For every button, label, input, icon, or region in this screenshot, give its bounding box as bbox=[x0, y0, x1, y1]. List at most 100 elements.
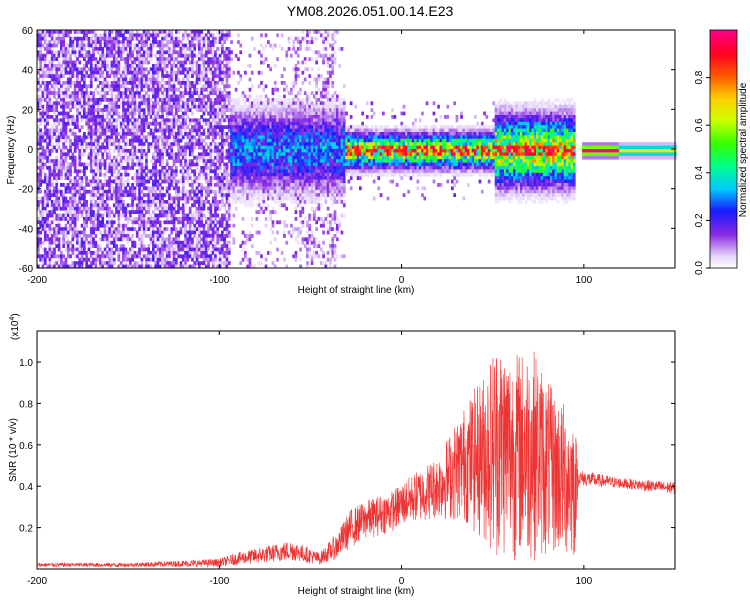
spectrogram-cell bbox=[273, 210, 277, 214]
spectrogram-cell bbox=[232, 142, 236, 146]
spectrogram-cell bbox=[184, 230, 187, 235]
spectrogram-cell bbox=[135, 196, 139, 201]
spectrogram-cell bbox=[188, 196, 192, 201]
spectrogram-cell bbox=[43, 121, 47, 126]
spectrogram-cell bbox=[39, 30, 42, 34]
spectrogram-cell bbox=[227, 223, 231, 228]
spectrogram-cell bbox=[175, 142, 178, 146]
spectrogram-cell bbox=[41, 200, 45, 204]
spectrogram-cell bbox=[271, 189, 275, 194]
spectrogram-cell bbox=[71, 132, 75, 136]
spectrogram-cell bbox=[89, 217, 93, 221]
spectrogram-cell bbox=[234, 152, 238, 157]
spectrogram-cell bbox=[78, 98, 82, 102]
spectrogram-cell bbox=[260, 138, 263, 143]
spectrogram-cell bbox=[188, 183, 192, 187]
spectrogram-cell bbox=[41, 240, 45, 245]
spectrogram-cell bbox=[165, 169, 169, 174]
spectrogram-cell bbox=[165, 237, 169, 242]
spectrogram-cell bbox=[73, 234, 77, 238]
spectrogram-cell bbox=[99, 81, 102, 85]
spectrogram-cell bbox=[140, 247, 144, 252]
spectrogram-cell bbox=[64, 261, 68, 265]
spectrogram-cell bbox=[234, 121, 238, 126]
spectrogram-cell bbox=[165, 193, 169, 197]
spectrogram-cell bbox=[149, 169, 153, 174]
spectrogram-cell bbox=[168, 142, 171, 146]
spectrogram-cell bbox=[221, 104, 224, 109]
spectrogram-cell bbox=[129, 247, 132, 252]
spectrogram-cell bbox=[129, 186, 132, 191]
spectrogram-cell bbox=[244, 125, 247, 129]
spectrogram-cell bbox=[271, 132, 275, 136]
spectrogram-cell bbox=[248, 189, 252, 194]
spectrogram-cell bbox=[158, 244, 162, 248]
spectrogram-cell bbox=[244, 193, 247, 197]
spectrogram-cell bbox=[133, 210, 137, 214]
spectrogram-cell bbox=[117, 43, 121, 48]
spectrogram-cell bbox=[149, 74, 153, 78]
spectrogram-cell bbox=[218, 108, 222, 112]
spectrogram-cell bbox=[227, 74, 231, 78]
spectrogram-cell bbox=[172, 77, 176, 82]
spectrogram-cell bbox=[156, 128, 160, 133]
spectrogram-cell bbox=[37, 227, 40, 231]
spectrogram-cell bbox=[163, 125, 167, 129]
spectrogram-cell bbox=[257, 142, 261, 146]
spectrogram-cell bbox=[267, 183, 270, 187]
spectrogram-cell bbox=[267, 152, 270, 157]
spectrogram-cell bbox=[207, 264, 210, 269]
spectrogram-cell bbox=[122, 91, 125, 95]
spectrogram-cell bbox=[255, 98, 259, 102]
spectrogram-cell bbox=[37, 179, 40, 184]
spectrogram-cell bbox=[87, 60, 91, 65]
spectrogram-cell bbox=[218, 193, 222, 197]
spectrogram-cell bbox=[195, 237, 199, 242]
spectrogram-cell bbox=[253, 196, 256, 201]
spectrogram-cell bbox=[186, 240, 190, 245]
spectrogram-cell bbox=[92, 30, 95, 34]
spectrogram-cell bbox=[110, 94, 114, 99]
spectrogram-cell bbox=[163, 213, 167, 218]
spectrogram-cell bbox=[99, 159, 102, 163]
spectrogram-cell bbox=[165, 142, 169, 146]
spectrogram-cell bbox=[214, 254, 217, 259]
spectrogram-cell bbox=[202, 94, 206, 99]
spectrogram-cell bbox=[193, 155, 197, 160]
spectrogram-cell bbox=[202, 67, 206, 72]
spectrogram-cell bbox=[253, 172, 256, 177]
spectrogram-cell bbox=[230, 142, 233, 146]
spectrogram-cell bbox=[223, 244, 226, 248]
spectrogram-cell bbox=[216, 60, 220, 65]
spectrogram-cell bbox=[145, 84, 148, 89]
spectrogram-cell bbox=[223, 264, 226, 269]
spectrogram-cell bbox=[244, 176, 247, 180]
spectrogram-cell bbox=[200, 115, 203, 119]
spectrogram-cell bbox=[89, 227, 93, 231]
spectrogram-cell bbox=[115, 118, 118, 123]
spectrogram-cell bbox=[211, 159, 215, 163]
spectrogram-cell bbox=[126, 121, 130, 126]
spectrogram-cell bbox=[216, 149, 220, 153]
spectrogram-cell bbox=[184, 254, 187, 259]
spectrogram-cell bbox=[239, 77, 243, 82]
spectrogram-cell bbox=[170, 213, 174, 218]
spectrogram-cell bbox=[253, 108, 256, 112]
spectrogram-cell bbox=[53, 108, 56, 112]
spectrogram-cell bbox=[188, 74, 192, 78]
spectrogram-cell bbox=[64, 81, 68, 85]
spectrogram-cell bbox=[55, 30, 59, 34]
spectrogram-cell bbox=[177, 125, 180, 129]
spectrogram-cell bbox=[37, 176, 40, 180]
spectrogram-cell bbox=[216, 203, 220, 208]
spectrogram-cell bbox=[89, 244, 93, 248]
spectrogram-cell bbox=[170, 230, 174, 235]
spectrogram-cell bbox=[71, 121, 75, 126]
spectrogram-cell bbox=[73, 60, 77, 65]
spectrogram-cell bbox=[142, 60, 146, 65]
spectrogram-cell bbox=[94, 159, 98, 163]
spectrogram-cell bbox=[101, 251, 105, 255]
spectrogram-cell bbox=[202, 166, 206, 170]
spectrogram-cell bbox=[117, 234, 121, 238]
spectrogram-cell bbox=[163, 121, 167, 126]
